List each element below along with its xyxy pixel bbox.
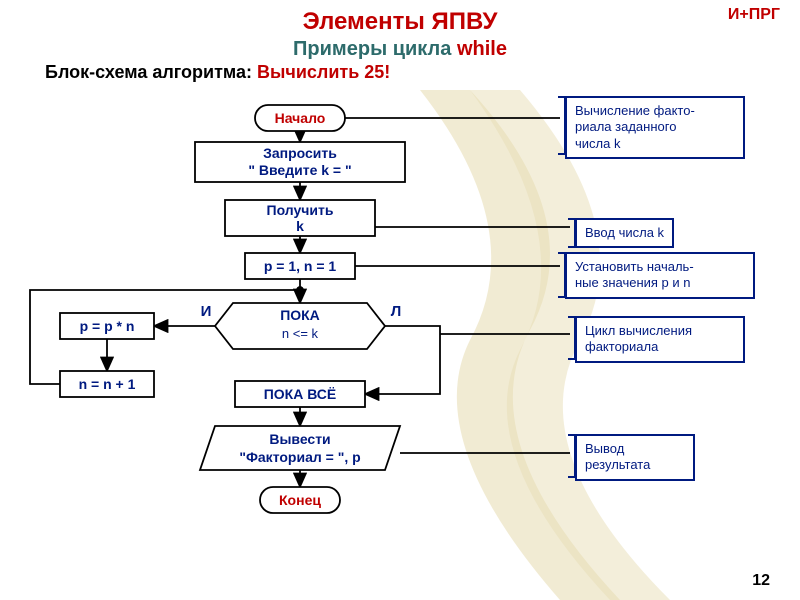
- node-init: p = 1, n = 1: [245, 253, 355, 279]
- node-output: Вывести "Факториал = ", p: [200, 426, 400, 470]
- node-cond: ПОКА n <= k И Л: [201, 303, 402, 349]
- svg-text:Вывести: Вывести: [269, 431, 330, 447]
- svg-text:k: k: [296, 218, 304, 234]
- node-start: Начало: [255, 105, 345, 131]
- node-end: Конец: [260, 487, 340, 513]
- svg-text:p = 1, n = 1: p = 1, n = 1: [264, 258, 337, 274]
- node-prompt: Запросить " Введите k = ": [195, 142, 405, 182]
- svg-text:ПОКА ВСЁ: ПОКА ВСЁ: [264, 386, 337, 402]
- svg-text:p = p * n: p = p * n: [80, 318, 135, 334]
- node-mul: p = p * n: [60, 313, 154, 339]
- svg-text:Конец: Конец: [279, 492, 321, 508]
- flowchart: Начало Запросить " Введите k = " Получит…: [0, 0, 800, 600]
- node-endwhile: ПОКА ВСЁ: [235, 381, 365, 407]
- svg-text:Начало: Начало: [275, 110, 326, 126]
- svg-text:Получить: Получить: [267, 202, 334, 218]
- svg-text:И: И: [201, 303, 212, 320]
- svg-text:ПОКА: ПОКА: [280, 307, 320, 323]
- svg-text:Запросить: Запросить: [263, 145, 337, 161]
- svg-text:n = n + 1: n = n + 1: [79, 376, 136, 392]
- svg-text:n <= k: n <= k: [282, 326, 319, 341]
- svg-text:"Факториал = ", p: "Факториал = ", p: [239, 449, 360, 465]
- svg-text:Л: Л: [391, 303, 402, 320]
- svg-text:" Введите k = ": " Введите k = ": [248, 162, 351, 178]
- node-inc: n = n + 1: [60, 371, 154, 397]
- node-input: Получить k: [225, 200, 375, 236]
